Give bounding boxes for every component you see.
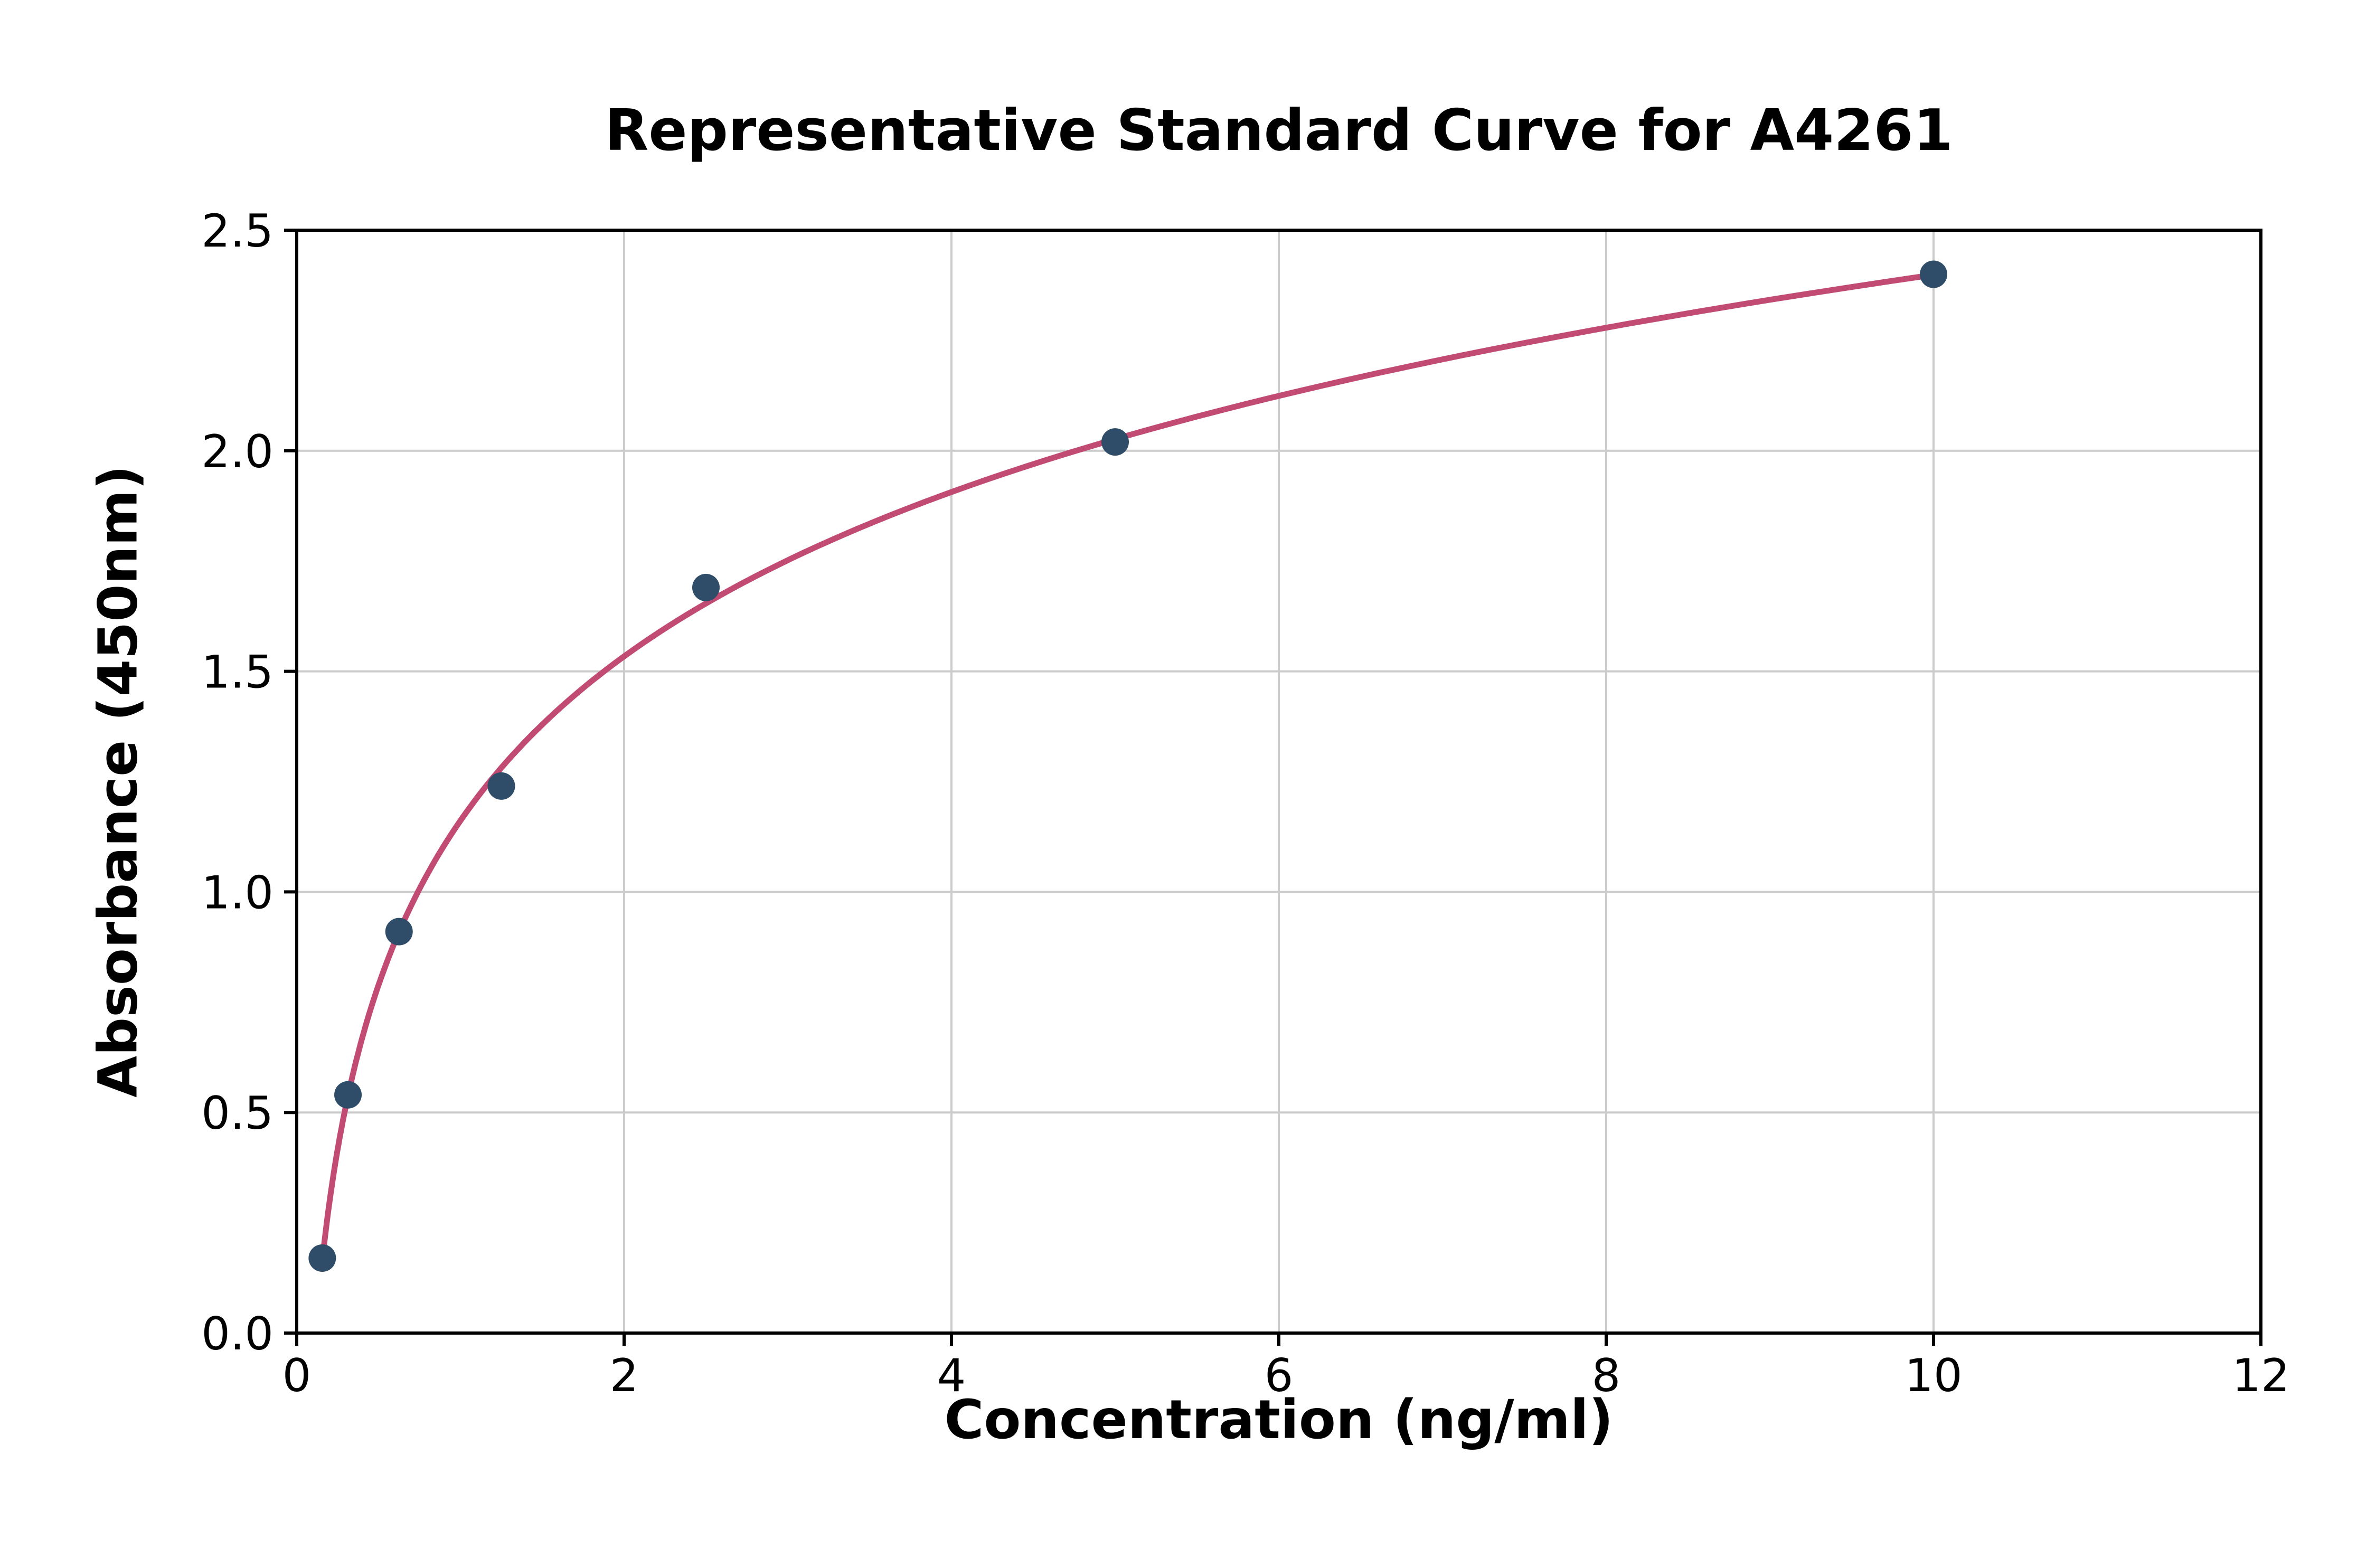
y-tick-label: 2.5 xyxy=(201,205,274,258)
y-tick-label: 2.0 xyxy=(201,426,274,478)
x-tick-label: 6 xyxy=(1265,1349,1294,1402)
data-point-marker xyxy=(1101,428,1129,456)
y-tick-label: 1.0 xyxy=(201,866,274,919)
data-point-marker xyxy=(385,918,413,946)
x-tick-label: 2 xyxy=(610,1349,639,1402)
x-tick-label: 4 xyxy=(937,1349,966,1402)
chart-title: Representative Standard Curve for A4261 xyxy=(605,98,1953,164)
x-tick-label: 0 xyxy=(282,1349,312,1402)
data-point-marker xyxy=(334,1081,362,1109)
x-axis-label: Concentration (ng/ml) xyxy=(944,1388,1614,1451)
data-point-marker xyxy=(692,573,720,601)
x-tick-label: 10 xyxy=(1904,1349,1962,1402)
y-tick-label: 0.0 xyxy=(201,1308,274,1361)
x-tick-label: 12 xyxy=(2232,1349,2289,1402)
y-tick-label: 1.5 xyxy=(201,646,274,699)
data-point-marker xyxy=(487,772,515,800)
x-tick-label: 8 xyxy=(1592,1349,1621,1402)
y-tick-label: 0.5 xyxy=(201,1087,274,1140)
data-point-marker xyxy=(1920,260,1947,288)
y-axis-label: Absorbance (450nm) xyxy=(87,465,150,1098)
data-point-marker xyxy=(308,1244,336,1272)
